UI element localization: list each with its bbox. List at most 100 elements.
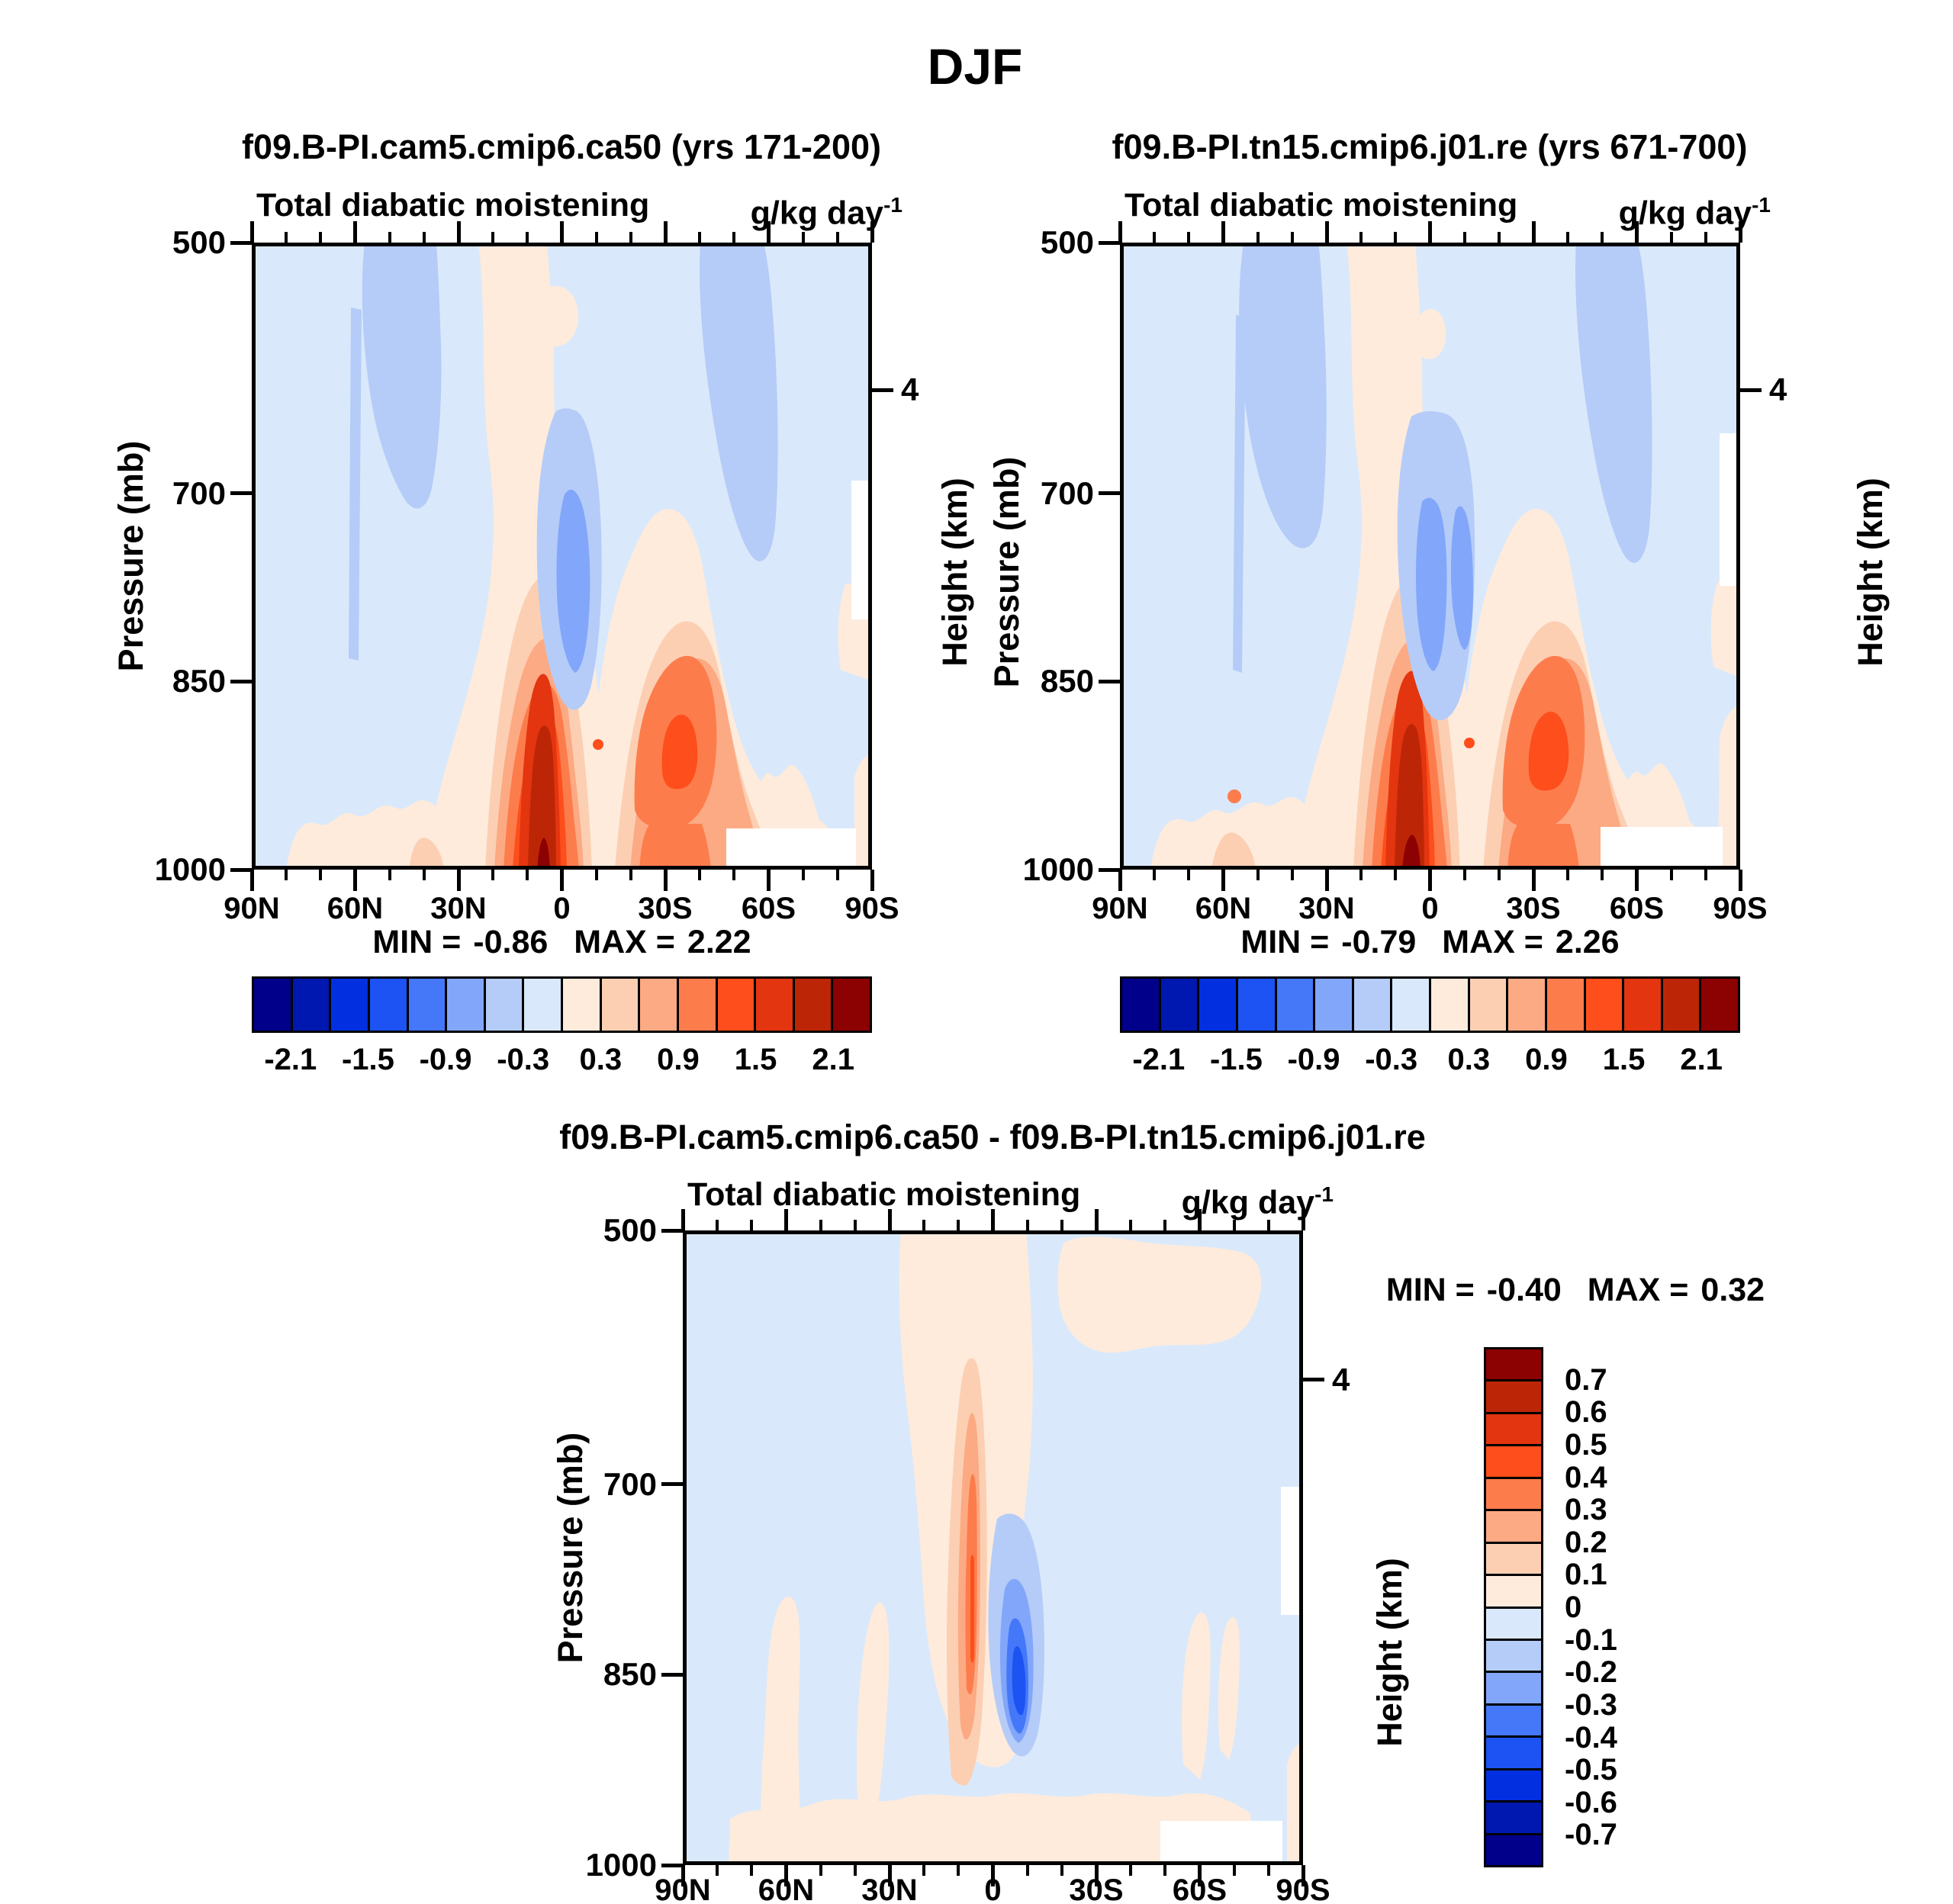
colorbar-cell [1660,979,1700,1031]
colorbar-label: -0.2 [1565,1655,1617,1690]
colorbar-cell [445,979,484,1031]
lat-tick [1301,1865,1305,1886]
lat-tick [680,1865,685,1886]
lat-tick [1635,221,1639,243]
panel2-units-base: g/kg day [1618,195,1752,232]
height-tick [1303,1378,1324,1382]
colorbar-cell [1274,979,1314,1031]
panel1-max-value: 2.22 [687,924,751,960]
colorbar-cell [1467,979,1507,1031]
lat-tick [319,232,323,243]
lat-tick [285,870,288,880]
lat-tick [750,1220,754,1230]
panel2-units-exp: -1 [1752,193,1771,217]
colorbar-cell [1351,979,1391,1031]
lat-tick [991,1209,995,1230]
panel2-contour-field [1120,243,1740,870]
lat-tick [732,232,736,243]
lat-tick [319,870,323,880]
lat-tick [991,1865,995,1886]
colorbar-label: -1.5 [1209,1043,1263,1076]
pressure-tick [661,1672,683,1677]
colorbar-cell [1486,1800,1541,1833]
colorbar-cell [522,979,561,1031]
lat-tick-label: 30S [1506,892,1561,925]
lat-tick [285,232,288,243]
lat-tick [353,221,357,243]
panel1-subtitle: Total diabatic moistening [256,187,650,224]
panel2-subtitle: Total diabatic moistening [1125,187,1518,224]
lat-tick [801,870,805,880]
colorbar-cell [1506,979,1545,1031]
lat-tick [1221,221,1225,243]
colorbar-label: -0.7 [1565,1818,1617,1852]
lat-tick [1256,870,1260,880]
colorbar-cell [792,979,832,1031]
lat-tick-label: 90S [1276,1873,1330,1904]
lat-tick [1060,1220,1063,1230]
panel1-units: g/kg day-1 [597,188,902,230]
lat-tick [784,1209,788,1230]
height-tick-label: 4 [1332,1361,1350,1397]
colorbar-cell [1486,1703,1541,1736]
lat-tick [1669,232,1673,243]
lat-tick [767,870,771,891]
pressure-tick [1099,679,1120,683]
lat-tick [1601,870,1604,880]
colorbar-cell [1486,1638,1541,1671]
colorbar-cell [561,979,600,1031]
lat-tick [1232,1865,1236,1876]
lat-tick-label: 30S [638,892,693,925]
colorbar-label: 0.1 [1565,1558,1607,1592]
colorbar-cell [1486,1411,1541,1445]
colorbar-cell [599,979,639,1031]
lat-tick [1704,232,1707,243]
panel1-minmax: MIN = -0.86 MAX = 2.22 [252,925,872,960]
lat-tick [1118,221,1122,243]
colorbar-cell [254,979,291,1031]
colorbar-cell [1486,1444,1541,1477]
lat-tick-label: 60N [758,1873,815,1904]
lat-tick [922,1865,926,1876]
panel2-units: g/kg day-1 [1466,188,1771,230]
panel3-max-label: MAX = [1587,1272,1689,1308]
lat-tick [1094,1209,1099,1230]
lat-tick [1187,232,1191,243]
lat-tick [1266,1220,1270,1230]
colorbar-label: -0.3 [497,1043,550,1076]
panel1-min-value: -0.86 [473,924,549,960]
lat-tick [491,870,495,880]
season-title: DJF [927,38,1023,95]
lat-tick [249,221,254,243]
lat-tick [388,870,391,880]
lat-tick-label: 60S [741,892,796,925]
lat-tick [422,232,426,243]
lat-tick [1566,232,1570,243]
colorbar-cell [1235,979,1275,1031]
colorbar-label: 0 [1565,1590,1582,1624]
pressure-tick [230,240,252,245]
lat-tick [1153,870,1157,880]
lat-tick [663,870,668,891]
panel1-title: f09.B-PI.cam5.cmip6.ca50 (yrs 171-200) [242,127,881,166]
lat-tick [1290,870,1294,880]
colorbar-label: 0.9 [657,1043,700,1076]
lat-tick [1221,870,1225,891]
colorbar-cell [1544,979,1584,1031]
lat-tick [1566,870,1570,880]
lat-tick [1531,870,1536,891]
lat-tick [835,870,839,880]
pressure-tick [661,1228,683,1233]
lat-tick-label: 30S [1069,1873,1124,1904]
lat-tick-label: 0 [984,1873,1002,1904]
lat-tick-label: 60S [1609,892,1665,925]
colorbar-cell [1486,1379,1541,1412]
lat-tick [1266,1865,1270,1876]
lat-tick-label: 90N [655,1873,711,1904]
lat-tick [1187,870,1191,880]
colorbar-cell [1122,979,1159,1031]
lat-tick-label: 30N [861,1873,918,1904]
panel3-units: g/kg day-1 [1028,1177,1334,1220]
colorbar-label: 1.5 [734,1043,777,1076]
lat-tick [1428,870,1432,891]
